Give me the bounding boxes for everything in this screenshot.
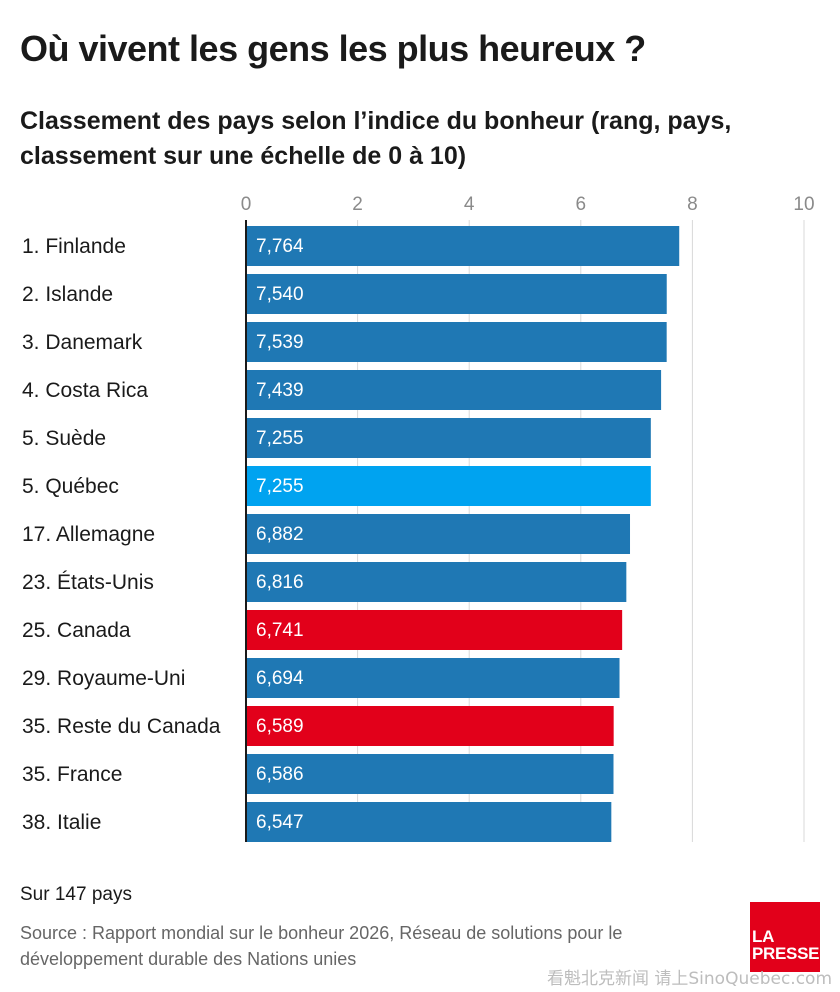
bar (246, 418, 651, 458)
value-label: 6,547 (256, 812, 304, 833)
category-label: 23. États-Unis (22, 571, 154, 594)
category-label: 38. Italie (22, 811, 101, 834)
bar (246, 610, 623, 650)
value-label: 7,255 (256, 428, 304, 449)
value-label: 6,586 (256, 764, 304, 785)
category-label: 25. Canada (22, 619, 131, 642)
value-label: 7,255 (256, 476, 304, 497)
watermark: 看魁北克新闻 请上SinoQuebec.com (546, 969, 832, 989)
chart-subtitle: Classement des pays selon l’indice du bo… (20, 107, 732, 170)
value-label: 7,764 (256, 236, 304, 257)
category-label: 1. Finlande (22, 235, 126, 258)
bar (246, 466, 651, 506)
bar (246, 706, 614, 746)
value-label: 7,439 (256, 380, 304, 401)
x-tick-label: 10 (793, 194, 814, 215)
bar (246, 658, 620, 698)
value-label: 6,882 (256, 524, 304, 545)
chart-title: Où vivent les gens les plus heureux ? (20, 28, 646, 69)
bar (246, 322, 667, 362)
category-label: 35. Reste du Canada (22, 715, 221, 738)
value-label: 7,539 (256, 332, 304, 353)
bar (246, 274, 667, 314)
category-label: 5. Québec (22, 475, 119, 498)
category-label: 17. Allemagne (22, 523, 155, 546)
category-label: 2. Islande (22, 283, 113, 306)
x-tick-label: 0 (241, 194, 252, 215)
value-label: 6,589 (256, 716, 304, 737)
category-label: 35. France (22, 763, 122, 786)
chart-source: Source : Rapport mondial sur le bonheur … (20, 923, 623, 969)
x-tick-label: 8 (687, 194, 698, 215)
x-tick-label: 4 (464, 194, 475, 215)
logo-line-2: PRESSE (752, 944, 820, 963)
x-tick-label: 2 (352, 194, 363, 215)
bar (246, 370, 662, 410)
value-label: 6,741 (256, 620, 304, 641)
value-label: 7,540 (256, 284, 304, 305)
chart-note: Sur 147 pays (20, 884, 132, 905)
category-label: 3. Danemark (22, 331, 143, 354)
category-label: 4. Costa Rica (22, 379, 148, 402)
x-tick-label: 6 (576, 194, 587, 215)
bar (246, 562, 627, 602)
la-presse-logo: LA PRESSE (750, 902, 820, 972)
bar (246, 802, 612, 842)
value-label: 6,694 (256, 668, 304, 689)
value-label: 6,816 (256, 572, 304, 593)
bar (246, 226, 680, 266)
happiness-bar-chart: 0 2 4 6 8 10 1. Finlande 7,764 2. Islande 7,540 3.… (22, 194, 815, 842)
bar (246, 514, 631, 554)
bar (246, 754, 614, 794)
category-label: 29. Royaume-Uni (22, 667, 185, 690)
logo-line-1: LA (752, 927, 775, 946)
category-label: 5. Suède (22, 427, 106, 450)
